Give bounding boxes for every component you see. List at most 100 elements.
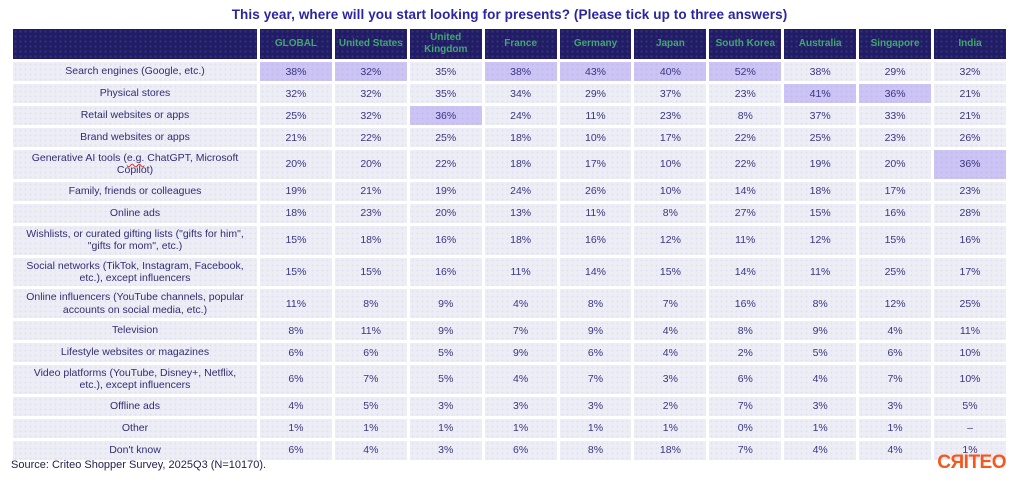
value-cell: 11% bbox=[709, 225, 782, 255]
value-cell: 15% bbox=[260, 225, 332, 255]
value-cell: 6% bbox=[709, 365, 782, 394]
value-cell: 11% bbox=[260, 289, 332, 318]
table-row: Offline ads 4% 5% 3% 3% 3% 2% 7% 3% 3% 5% bbox=[13, 396, 1006, 416]
value-cell: 19% bbox=[784, 150, 857, 179]
value-cell: 20% bbox=[409, 203, 482, 223]
value-cell: 4% bbox=[859, 321, 932, 340]
value-cell: 34% bbox=[484, 84, 557, 103]
value-cell: 18% bbox=[634, 440, 707, 460]
value-cell: 5% bbox=[409, 343, 482, 362]
value-cell: 12% bbox=[784, 225, 857, 255]
value-cell: 27% bbox=[709, 203, 782, 223]
row-label: Offline ads bbox=[13, 396, 257, 416]
row-label: Online ads bbox=[13, 203, 257, 223]
value-cell: 6% bbox=[260, 343, 332, 362]
value-cell: 1% bbox=[934, 440, 1006, 460]
value-cell: 14% bbox=[559, 257, 632, 287]
value-cell: 4% bbox=[784, 365, 857, 394]
value-cell: 22% bbox=[709, 128, 782, 147]
value-cell: 26% bbox=[934, 128, 1006, 147]
value-cell: 15% bbox=[334, 257, 407, 287]
value-cell: 37% bbox=[634, 84, 707, 103]
value-cell: 36% bbox=[409, 106, 482, 125]
value-cell: 5% bbox=[934, 396, 1006, 416]
value-cell: 4% bbox=[784, 440, 857, 460]
value-cell: 20% bbox=[334, 150, 407, 179]
spellcheck-underline: e.g. bbox=[126, 152, 145, 164]
value-cell: 15% bbox=[784, 203, 857, 223]
value-cell: 23% bbox=[334, 203, 407, 223]
value-cell: 38% bbox=[484, 62, 557, 81]
column-header-australia: Australia bbox=[784, 29, 857, 59]
value-cell: 16% bbox=[934, 225, 1006, 255]
value-cell: 26% bbox=[559, 181, 632, 201]
value-cell: 17% bbox=[859, 181, 932, 201]
column-header-united-kingdom: United Kingdom bbox=[409, 29, 482, 59]
row-label: Family, friends or colleagues bbox=[13, 181, 257, 201]
value-cell: 7% bbox=[709, 440, 782, 460]
value-cell: 4% bbox=[334, 440, 407, 460]
value-cell: 7% bbox=[334, 365, 407, 394]
value-cell: 11% bbox=[559, 203, 632, 223]
value-cell: 11% bbox=[559, 106, 632, 125]
value-cell: 33% bbox=[859, 106, 932, 125]
value-cell: 12% bbox=[634, 225, 707, 255]
value-cell: 4% bbox=[634, 321, 707, 340]
value-cell: 35% bbox=[409, 84, 482, 103]
value-cell: 1% bbox=[484, 418, 557, 438]
value-cell: 25% bbox=[784, 128, 857, 147]
table-body: Search engines (Google, etc.) 38% 32% 35% 38… bbox=[13, 62, 1006, 460]
row-label: Generative AI tools (e.g. ChatGPT, Micro… bbox=[13, 150, 257, 179]
row-label: Retail websites or apps bbox=[13, 106, 257, 125]
value-cell: 25% bbox=[934, 289, 1006, 318]
value-cell: 1% bbox=[334, 418, 407, 438]
column-header-united-states: United States bbox=[334, 29, 407, 59]
value-cell: 10% bbox=[934, 365, 1006, 394]
value-cell: 8% bbox=[260, 321, 332, 340]
value-cell: 4% bbox=[859, 440, 932, 460]
value-cell: 3% bbox=[559, 396, 632, 416]
value-cell: 20% bbox=[859, 150, 932, 179]
value-cell: 32% bbox=[334, 106, 407, 125]
value-cell: 4% bbox=[484, 289, 557, 318]
value-cell: 5% bbox=[409, 365, 482, 394]
value-cell: 4% bbox=[634, 343, 707, 362]
value-cell: 3% bbox=[859, 396, 932, 416]
row-label: Physical stores bbox=[13, 84, 257, 103]
value-cell: 9% bbox=[409, 289, 482, 318]
value-cell: 23% bbox=[859, 128, 932, 147]
value-cell: 18% bbox=[260, 203, 332, 223]
value-cell: 17% bbox=[634, 128, 707, 147]
value-cell: 6% bbox=[334, 343, 407, 362]
table-row: Online influencers (YouTube channels, po… bbox=[13, 289, 1006, 318]
row-label: Online influencers (YouTube channels, po… bbox=[13, 289, 257, 318]
value-cell: 1% bbox=[260, 418, 332, 438]
table-row: Retail websites or apps 25% 32% 36% 24% 11% 23… bbox=[13, 106, 1006, 125]
value-cell: 32% bbox=[334, 84, 407, 103]
value-cell: 19% bbox=[409, 181, 482, 201]
table-row: Video platforms (YouTube, Disney+, Netfl… bbox=[13, 365, 1006, 394]
value-cell: 29% bbox=[559, 84, 632, 103]
column-header-south-korea: South Korea bbox=[709, 29, 782, 59]
value-cell: 21% bbox=[934, 84, 1006, 103]
column-header-india: India bbox=[934, 29, 1006, 59]
value-cell: 1% bbox=[559, 418, 632, 438]
table-row: Lifestyle websites or magazines 6% 6% 5% 9% 6… bbox=[13, 343, 1006, 362]
value-cell: 1% bbox=[409, 418, 482, 438]
value-cell: 8% bbox=[634, 203, 707, 223]
value-cell: 32% bbox=[334, 62, 407, 81]
value-cell: 25% bbox=[409, 128, 482, 147]
chart-title: This year, where will you start looking … bbox=[231, 7, 788, 22]
value-cell: 7% bbox=[484, 321, 557, 340]
source-note: Source: Criteo Shopper Survey, 2025Q3 (N… bbox=[11, 459, 267, 471]
value-cell: 9% bbox=[409, 321, 482, 340]
value-cell: 28% bbox=[934, 203, 1006, 223]
value-cell: 29% bbox=[859, 62, 932, 81]
value-cell: 23% bbox=[634, 106, 707, 125]
value-cell: 25% bbox=[859, 257, 932, 287]
value-cell: 3% bbox=[634, 365, 707, 394]
value-cell: 8% bbox=[709, 106, 782, 125]
value-cell: 10% bbox=[634, 181, 707, 201]
value-cell: 1% bbox=[634, 418, 707, 438]
